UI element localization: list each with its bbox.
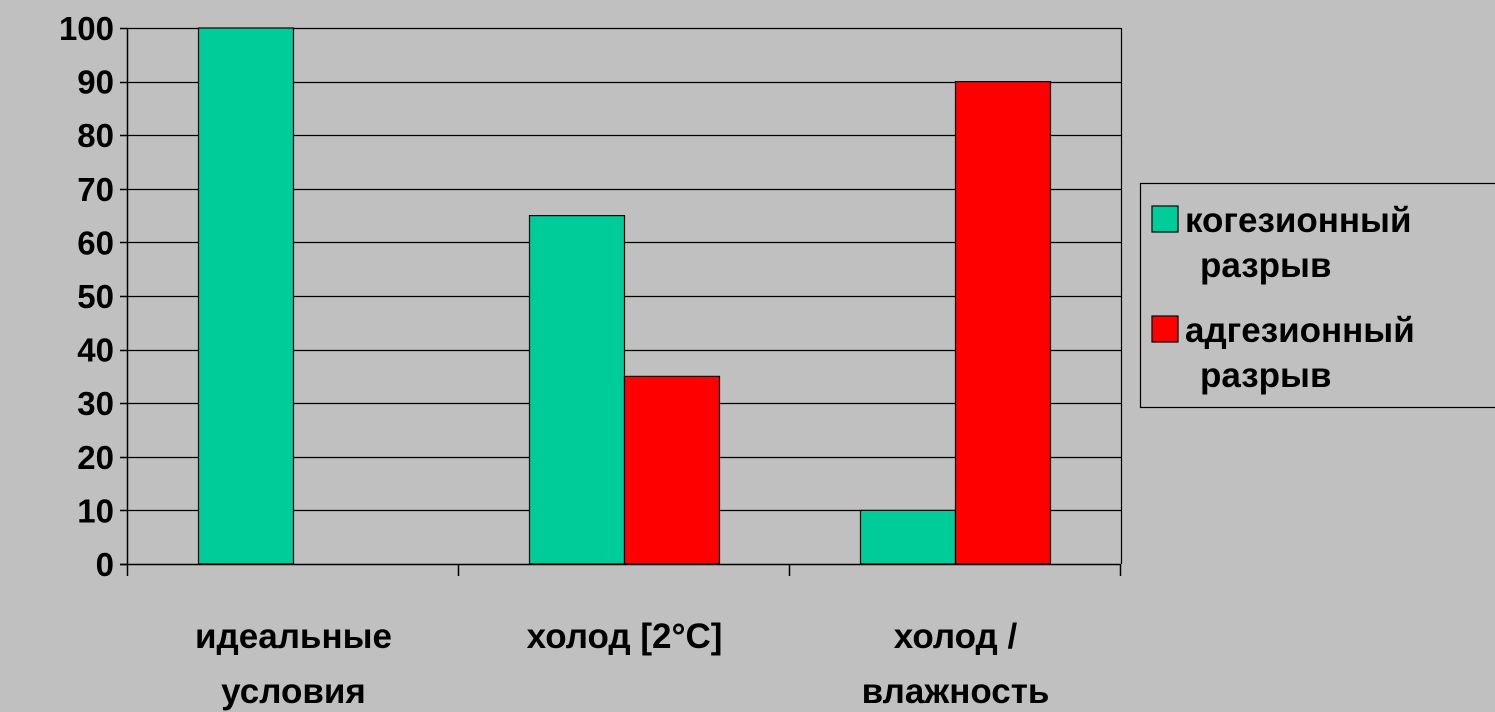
y-tick-label-30: 30 [77, 385, 114, 422]
x-category-label-2-line-1: холод [2°C] [527, 617, 723, 656]
x-category-label-2: холод [2°C] [527, 617, 723, 656]
y-tick-label-40: 40 [77, 332, 114, 369]
bar-s2-c2 [623, 375, 721, 565]
y-tick-label-0: 0 [96, 546, 114, 583]
x-category-label-3-line-2: влажность [862, 672, 1050, 711]
y-tick-label-50: 50 [77, 278, 114, 315]
bar-s1-c3 [859, 509, 957, 565]
bar-s2-c3 [954, 80, 1052, 565]
legend: когезионный разрыв адгезионный разрыв [1139, 182, 1495, 409]
bar-s1-c1 [197, 27, 295, 565]
legend-swatch-1 [1151, 205, 1179, 233]
legend-box [1139, 182, 1495, 409]
y-tick-label-10: 10 [77, 492, 114, 529]
legend-label-2: адгезионный разрыв [1185, 311, 1415, 395]
legend-label-2-line-1: адгезионный [1185, 311, 1415, 350]
x-category-label-3-line-1: холод / [894, 617, 1018, 656]
bars [197, 27, 1052, 565]
legend-label-1: когезионный разрыв [1185, 201, 1411, 285]
y-tick-label-70: 70 [77, 171, 114, 208]
axes [120, 27, 1122, 576]
legend-label-1-line-1: когезионный [1185, 201, 1411, 240]
x-category-labels: идеальные условия холод [2°C] холод / влажно… [195, 617, 1049, 711]
legend-swatch-2 [1151, 315, 1179, 343]
y-tick-label-100: 100 [59, 10, 114, 47]
y-tick-labels: 0 10 20 30 40 50 60 70 80 90 100 [59, 10, 114, 583]
x-category-label-1-line-1: идеальные [195, 617, 392, 656]
y-tick-label-80: 80 [77, 117, 114, 154]
x-category-label-3: холод / влажность [862, 617, 1050, 711]
y-tick-label-20: 20 [77, 439, 114, 476]
legend-label-2-line-2: разрыв [1200, 356, 1331, 395]
y-tick-label-60: 60 [77, 224, 114, 261]
y-tick-label-90: 90 [77, 64, 114, 101]
bar-s1-c2 [528, 215, 626, 565]
legend-label-1-line-2: разрыв [1200, 246, 1331, 285]
x-category-label-1: идеальные условия [195, 617, 392, 711]
x-category-label-1-line-2: условия [221, 672, 366, 711]
